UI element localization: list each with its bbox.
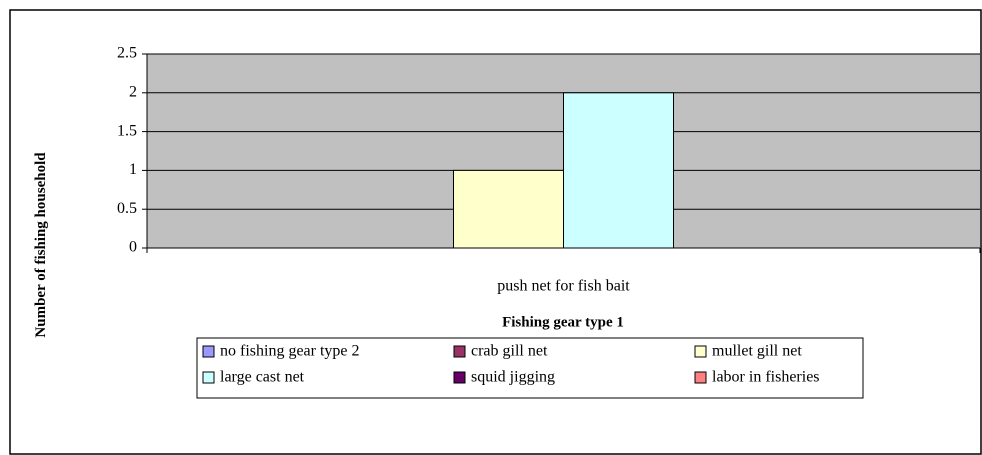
x-axis-title: Fishing gear type 1 xyxy=(502,314,624,330)
legend-label: large cast net xyxy=(220,369,305,386)
legend-swatch xyxy=(694,345,707,358)
y-axis-title: Number of fishing household xyxy=(33,152,49,338)
legend-label: no fishing gear type 2 xyxy=(220,343,360,360)
y-tick-label: 2.5 xyxy=(117,45,137,62)
legend-label: squid jigging xyxy=(471,369,555,386)
y-tick-label: 0.5 xyxy=(117,200,137,217)
x-tick-label: push net for fish bait xyxy=(497,278,630,295)
legend-label: mullet gill net xyxy=(712,343,802,360)
legend-swatch xyxy=(453,371,466,384)
legend-label: labor in fisheries xyxy=(712,369,820,386)
y-tick-label: 1.5 xyxy=(117,122,137,139)
legend-swatch xyxy=(202,345,215,358)
legend-box xyxy=(196,337,864,399)
bar xyxy=(453,169,564,249)
y-tick-label: 2 xyxy=(129,83,137,100)
y-tick-label: 1 xyxy=(129,161,137,178)
bar xyxy=(563,92,674,249)
legend-swatch xyxy=(694,371,707,384)
legend-swatch xyxy=(453,345,466,358)
legend-swatch xyxy=(202,371,215,384)
y-tick-label: 0 xyxy=(129,239,137,256)
legend-label: crab gill net xyxy=(471,343,548,360)
